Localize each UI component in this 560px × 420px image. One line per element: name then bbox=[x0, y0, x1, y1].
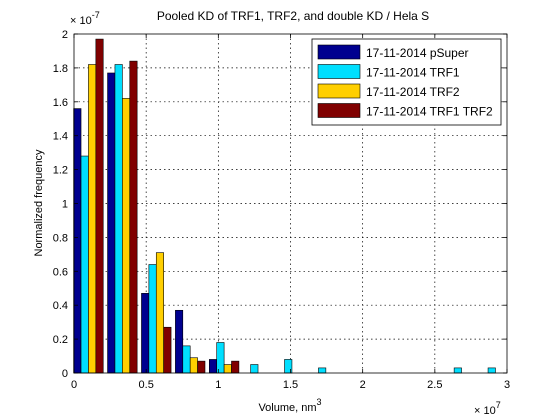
y-tick-label: 0 bbox=[62, 368, 68, 380]
x-tick-label: 0 bbox=[71, 379, 77, 391]
bar-series-1-bin-2 bbox=[107, 72, 116, 374]
legend-swatch bbox=[317, 64, 361, 79]
legend-entry-label: 17-11-2014 TRF2 bbox=[366, 85, 460, 99]
y-exponent-label: × 10-7 bbox=[70, 10, 100, 27]
y-tick-label: 1.4 bbox=[53, 131, 68, 143]
y-tick-label: 0.4 bbox=[53, 300, 68, 312]
x-axis-label: Volume, nm3 bbox=[258, 397, 321, 414]
bar-series-3-bin-4 bbox=[189, 357, 198, 374]
x-tick-label: 2 bbox=[360, 379, 366, 391]
bar-series-4-bin-2 bbox=[129, 60, 138, 374]
x-tick-label: 1 bbox=[215, 379, 221, 391]
bar-series-3-bin-2 bbox=[122, 98, 131, 374]
bar-series-2-bin-13 bbox=[487, 367, 496, 374]
y-tick-label: 1.8 bbox=[53, 63, 68, 75]
bar-series-2-bin-6 bbox=[250, 364, 259, 374]
legend-swatch bbox=[317, 44, 361, 60]
legend-entry-label: 17-11-2014 TRF1 TRF2 bbox=[366, 105, 493, 119]
y-tick-label: 1 bbox=[62, 199, 68, 211]
bar-series-2-bin-1 bbox=[80, 155, 89, 374]
x-exponent-label: × 107 bbox=[474, 400, 501, 417]
bar-series-4-bin-5 bbox=[231, 360, 240, 374]
x-tick-label: 0.5 bbox=[139, 379, 154, 391]
bar-series-4-bin-4 bbox=[197, 360, 206, 374]
y-tick-label: 2 bbox=[62, 29, 68, 41]
bar-series-2-bin-5 bbox=[216, 342, 225, 374]
bar-series-2-bin-3 bbox=[148, 264, 157, 374]
y-tick-label: 1.2 bbox=[53, 165, 68, 177]
x-tick-label: 2.5 bbox=[427, 379, 442, 391]
x-tick-label: 1.5 bbox=[283, 379, 298, 391]
bar-series-1-bin-5 bbox=[209, 359, 218, 374]
bar-series-1-bin-1 bbox=[73, 108, 82, 374]
bar-series-4-bin-3 bbox=[163, 326, 172, 374]
bar-series-2-bin-8 bbox=[318, 367, 327, 374]
y-tick-label: 0.8 bbox=[53, 232, 68, 244]
bar-series-1-bin-4 bbox=[175, 309, 184, 374]
bar-series-3-bin-5 bbox=[223, 364, 232, 374]
x-tick-label: 3 bbox=[504, 379, 510, 391]
legend-swatch bbox=[317, 83, 361, 99]
bar-series-2-bin-4 bbox=[182, 345, 191, 374]
y-tick-label: 1.6 bbox=[53, 97, 68, 109]
legend: 17-11-2014 pSuper 17-11-2014 TRF1 17-11-20… bbox=[311, 38, 502, 126]
bar-series-3-bin-3 bbox=[155, 252, 164, 374]
bar-series-1-bin-3 bbox=[141, 293, 150, 374]
legend-entry-label: 17-11-2014 TRF1 bbox=[366, 66, 460, 80]
y-tick-label: 0.6 bbox=[53, 266, 68, 278]
legend-entry-label: 17-11-2014 pSuper bbox=[366, 46, 469, 60]
bar-series-2-bin-2 bbox=[114, 64, 123, 374]
legend-swatch bbox=[317, 103, 361, 118]
bar-series-3-bin-1 bbox=[88, 64, 97, 374]
bar-series-4-bin-1 bbox=[95, 38, 104, 374]
y-axis-label: Normalized frequency bbox=[33, 149, 45, 256]
y-tick-label: 0.2 bbox=[53, 334, 68, 346]
chart-title: Pooled KD of TRF1, TRF2, and double KD /… bbox=[157, 9, 429, 23]
bar-series-2-bin-12 bbox=[453, 367, 462, 374]
